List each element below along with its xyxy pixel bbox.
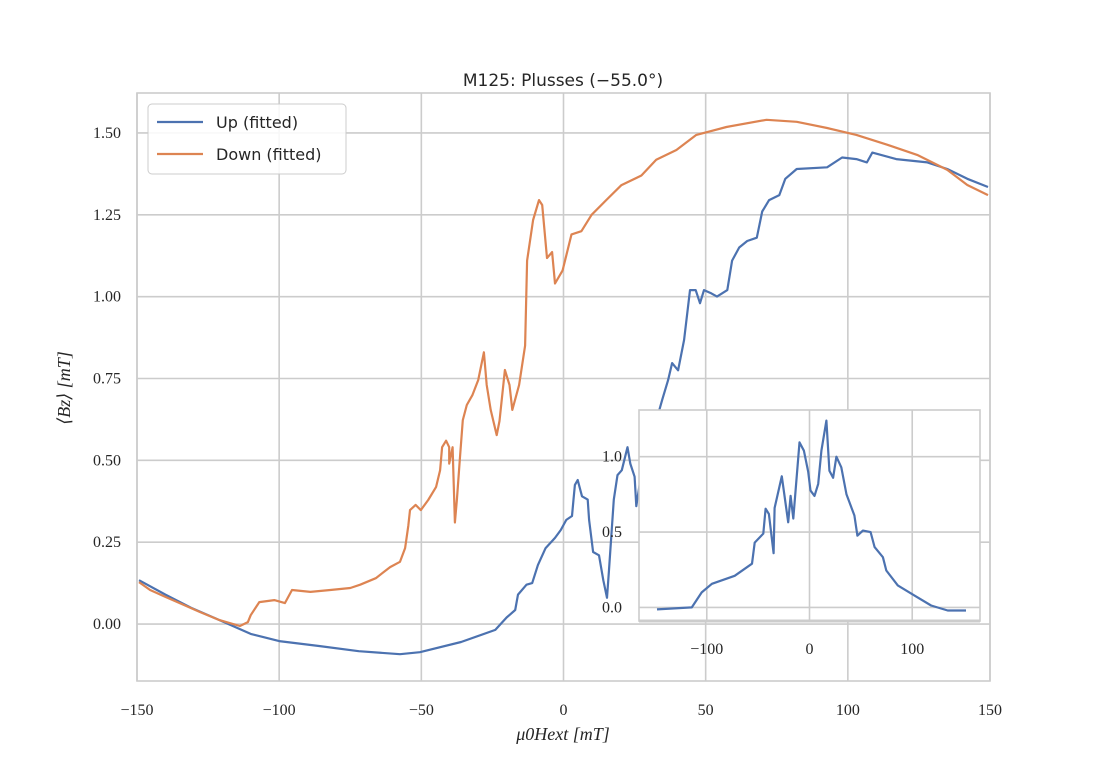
main-y-tick-label: 1.25 (93, 207, 121, 224)
inset-grid (639, 410, 980, 621)
inset-x-tick-label: 100 (900, 641, 924, 658)
main-x-tick-label: 0 (560, 702, 568, 719)
main-y-tick-label: 0.00 (93, 616, 121, 633)
inset-y-tick-label: 1.0 (602, 449, 622, 466)
main-ticks: −150 −100 −50 0 50 100 1500.000.250.500.751.00… (93, 125, 1002, 719)
main-x-tick-label: 100 (836, 702, 860, 719)
main-x-tick-label: −100 (263, 702, 296, 719)
main-y-tick-label: 1.50 (93, 125, 121, 142)
main-y-tick-label: 1.00 (93, 289, 121, 306)
legend-label-up: Up (fitted) (216, 113, 298, 132)
inset-x-tick-label: 0 (806, 641, 814, 658)
main-series-line-up (138, 151, 989, 656)
inset-y-tick-label: 0.5 (602, 524, 622, 541)
main-y-tick-label: 0.75 (93, 370, 121, 387)
main-x-tick-label: −150 (120, 702, 153, 719)
main-x-tick-label: 150 (978, 702, 1002, 719)
y-axis-label: ⟨Bz⟩ [mT] (54, 351, 74, 425)
inset-x-tick-label: −100 (690, 641, 723, 658)
inset-ticks: −100 0 100 0.0 0.5 1.0 (602, 449, 924, 658)
inset-series-line-up (656, 419, 966, 612)
main-series (138, 118, 989, 656)
inset-series (656, 419, 966, 612)
main-x-tick-label: 50 (698, 702, 714, 719)
x-axis-label: μ0Hext [mT] (515, 724, 610, 744)
inset-axes: −100 0 100 0.0 0.5 1.0 (602, 409, 981, 658)
inset-y-tick-label: 0.0 (602, 599, 622, 616)
main-x-tick-label: −50 (409, 702, 434, 719)
legend: Up (fitted) Down (fitted) (147, 103, 347, 175)
main-y-tick-label: 0.25 (93, 534, 121, 551)
chart-title: M125: Plusses (−55.0°) (463, 71, 663, 91)
main-axes-frame (136, 92, 991, 682)
main-y-tick-label: 0.50 (93, 452, 121, 469)
legend-label-down: Down (fitted) (216, 145, 322, 164)
main-series-line-down (138, 118, 989, 628)
